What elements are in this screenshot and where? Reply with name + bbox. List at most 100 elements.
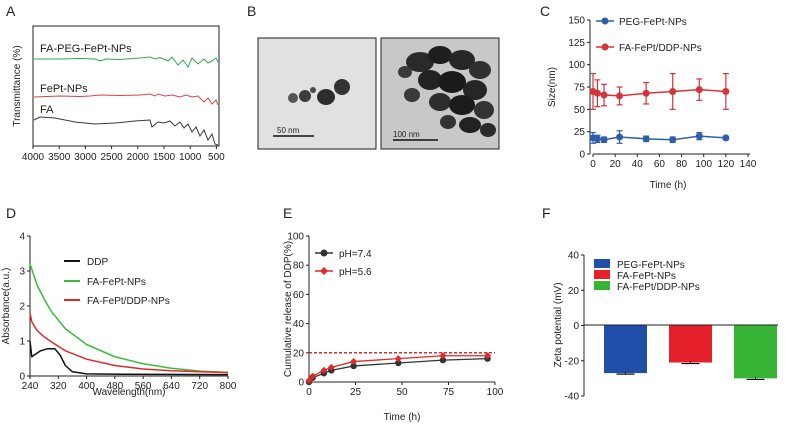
panel-d-y-tick-label: 0: [19, 372, 25, 383]
panel-e-point: [439, 356, 447, 364]
panel-letter-c: C: [540, 3, 550, 19]
panel-e-y-tick-label: 60: [293, 290, 305, 301]
panel-e-y-tick-label: 80: [293, 261, 305, 272]
panel-c-point: [669, 136, 677, 144]
panel-f-y-tick-label: 40: [568, 251, 580, 262]
tem-scale-label-left: 50 nm: [277, 126, 300, 135]
tem-particle: [317, 89, 335, 105]
panel-f-bar: [669, 325, 712, 363]
panel-letter-e: E: [283, 205, 292, 221]
panel-letter-b: B: [247, 3, 256, 19]
panel-c-x-tick-label: 40: [632, 159, 644, 170]
panel-c-y-tick-label: 75: [574, 83, 586, 94]
tem-particle: [288, 93, 298, 103]
panel-c-point: [722, 87, 730, 95]
panel-a-line-fept: [33, 93, 219, 106]
panel-letter-d: D: [6, 205, 16, 221]
panel-c-legend-fa: FA-FePt/DDP-NPs: [619, 43, 702, 54]
tem-particle: [299, 90, 311, 102]
panel-c-ylabel: Size(nm): [547, 67, 558, 107]
panel-c-y-tick-label: 150: [568, 16, 585, 27]
panel-e-x-tick-label: 25: [350, 387, 362, 398]
panel-e-point: [309, 372, 317, 380]
panel-c-point: [695, 86, 703, 94]
panel-c-point: [593, 89, 601, 97]
panel-c-point: [642, 89, 650, 97]
panel-d-x-tick-label: 640: [163, 381, 180, 392]
tem-image-left-glow: [259, 39, 375, 148]
panel-e-legend-ph56: pH=5.6: [339, 267, 372, 278]
panel-d-x-tick-label: 320: [50, 381, 67, 392]
panel-c-y-tick-label: 100: [568, 60, 585, 71]
panel-a-x-tick-label: 4000: [22, 152, 45, 163]
panel-d-y-tick-label: 4: [19, 232, 25, 243]
panel-f-legend-fa-fept: FA-FePt-NPs: [617, 271, 676, 282]
panel-a-ylabel: Transmittance (%): [12, 45, 23, 126]
panel-c-x-tick-label: 100: [695, 159, 712, 170]
panel-a-x-tick-label: 1500: [153, 152, 176, 163]
panel-a-x-tick-label: 1000: [179, 152, 202, 163]
tem-particle: [310, 87, 316, 93]
panel-f-y-tick-label: -40: [565, 392, 580, 403]
panel-d: 240 320 400 480 560 640 720 800 0 1 2 3 4 Wavelengt…: [1, 232, 237, 399]
panel-e: 0 25 50 75 100 0 20 40 60 80 100 Time (h) Cumulat…: [283, 232, 504, 424]
panel-c-series-line-0: [592, 135, 726, 141]
panel-d-y-tick-label: 2: [19, 302, 25, 313]
panel-e-point: [484, 352, 492, 360]
panel-e-point: [350, 362, 357, 370]
panel-e-point: [327, 363, 335, 371]
panel-f-legend-swatch-fa-fept-ddp: [594, 281, 610, 290]
panel-f-legend-peg: PEG-FePt-NPs: [617, 260, 685, 271]
panel-f-y-tick-label: 20: [568, 286, 580, 297]
panel-a-x-tick-label: 2000: [127, 152, 150, 163]
panel-d-legend-ddp: DDP: [87, 257, 108, 268]
panel-c-legend-marker-peg: [601, 17, 609, 25]
panel-e-y-tick-label: 0: [298, 378, 304, 389]
panel-d-series-line-1: [29, 263, 229, 374]
panel-d-xlabel: Wavelength(nm): [93, 387, 166, 398]
panel-c-legend-peg: PEG-FePt-NPs: [619, 17, 687, 28]
panel-c-point: [669, 87, 677, 95]
panel-c-x-tick-label: 140: [740, 159, 757, 170]
panel-c-y-tick-label: 50: [574, 105, 586, 116]
panel-e-legend-marker-ph74: [320, 249, 328, 257]
panel-e-x-tick-label: 75: [443, 387, 455, 398]
panel-b: 50 nm 100 nm: [257, 37, 500, 150]
panel-c-point: [695, 132, 703, 140]
panel-a-legend-fa-peg: FA-PEG-FePt-NPs: [40, 43, 132, 55]
panel-c-point: [600, 91, 608, 99]
panel-e-point: [394, 355, 402, 363]
panel-d-legend-fa-fept: FA-FePt-NPs: [87, 277, 146, 288]
panel-d-series-line-0: [29, 340, 229, 376]
panel-c-series-line-1: [592, 88, 726, 97]
panel-c-x-tick-label: 60: [654, 159, 666, 170]
panel-f-legend-fa-fept-ddp: FA-FePt/DDP-NPs: [617, 282, 700, 293]
panel-c-x-tick-label: 20: [610, 159, 622, 170]
panel-f: -40 -20 0 20 40 Zeta potential (mV) PEG-FePt…: [553, 251, 778, 403]
panel-f-legend-swatch-fa-fept: [594, 270, 610, 279]
panel-f-legend-swatch-peg: [594, 259, 610, 268]
panel-c-point: [593, 135, 601, 143]
panel-e-xlabel: Time (h): [384, 412, 421, 423]
panel-a-x-tick-label: 3500: [48, 152, 71, 163]
panel-c-y-tick-label: 0: [579, 150, 585, 161]
tem-cluster: [398, 46, 496, 137]
panel-c-point: [722, 134, 730, 142]
panel-a-legend-fept: FePt-NPs: [40, 83, 88, 95]
panel-f-ylabel: Zeta potential (mV): [553, 282, 564, 367]
panel-f-bar: [604, 325, 647, 374]
panel-e-point: [439, 352, 447, 360]
panel-c-x-tick-label: 80: [676, 159, 688, 170]
panel-e-y-tick-label: 40: [293, 319, 305, 330]
panel-e-y-tick-label: 100: [287, 232, 304, 243]
panel-c-x-tick-label: 0: [590, 159, 596, 170]
panel-a-line-fa: [33, 116, 219, 146]
panel-d-ylabel: Absorbance(a.u.): [1, 268, 12, 345]
panel-a-legend-fa: FA: [40, 104, 54, 116]
panel-c-point: [642, 135, 650, 143]
panel-f-y-tick-label: -20: [565, 356, 580, 367]
panel-d-legend-fa-fept-ddp: FA-FePt/DDP-NPs: [87, 296, 170, 307]
panel-c-xlabel: Time (h): [650, 180, 687, 191]
panel-e-x-tick-label: 100: [487, 387, 504, 398]
